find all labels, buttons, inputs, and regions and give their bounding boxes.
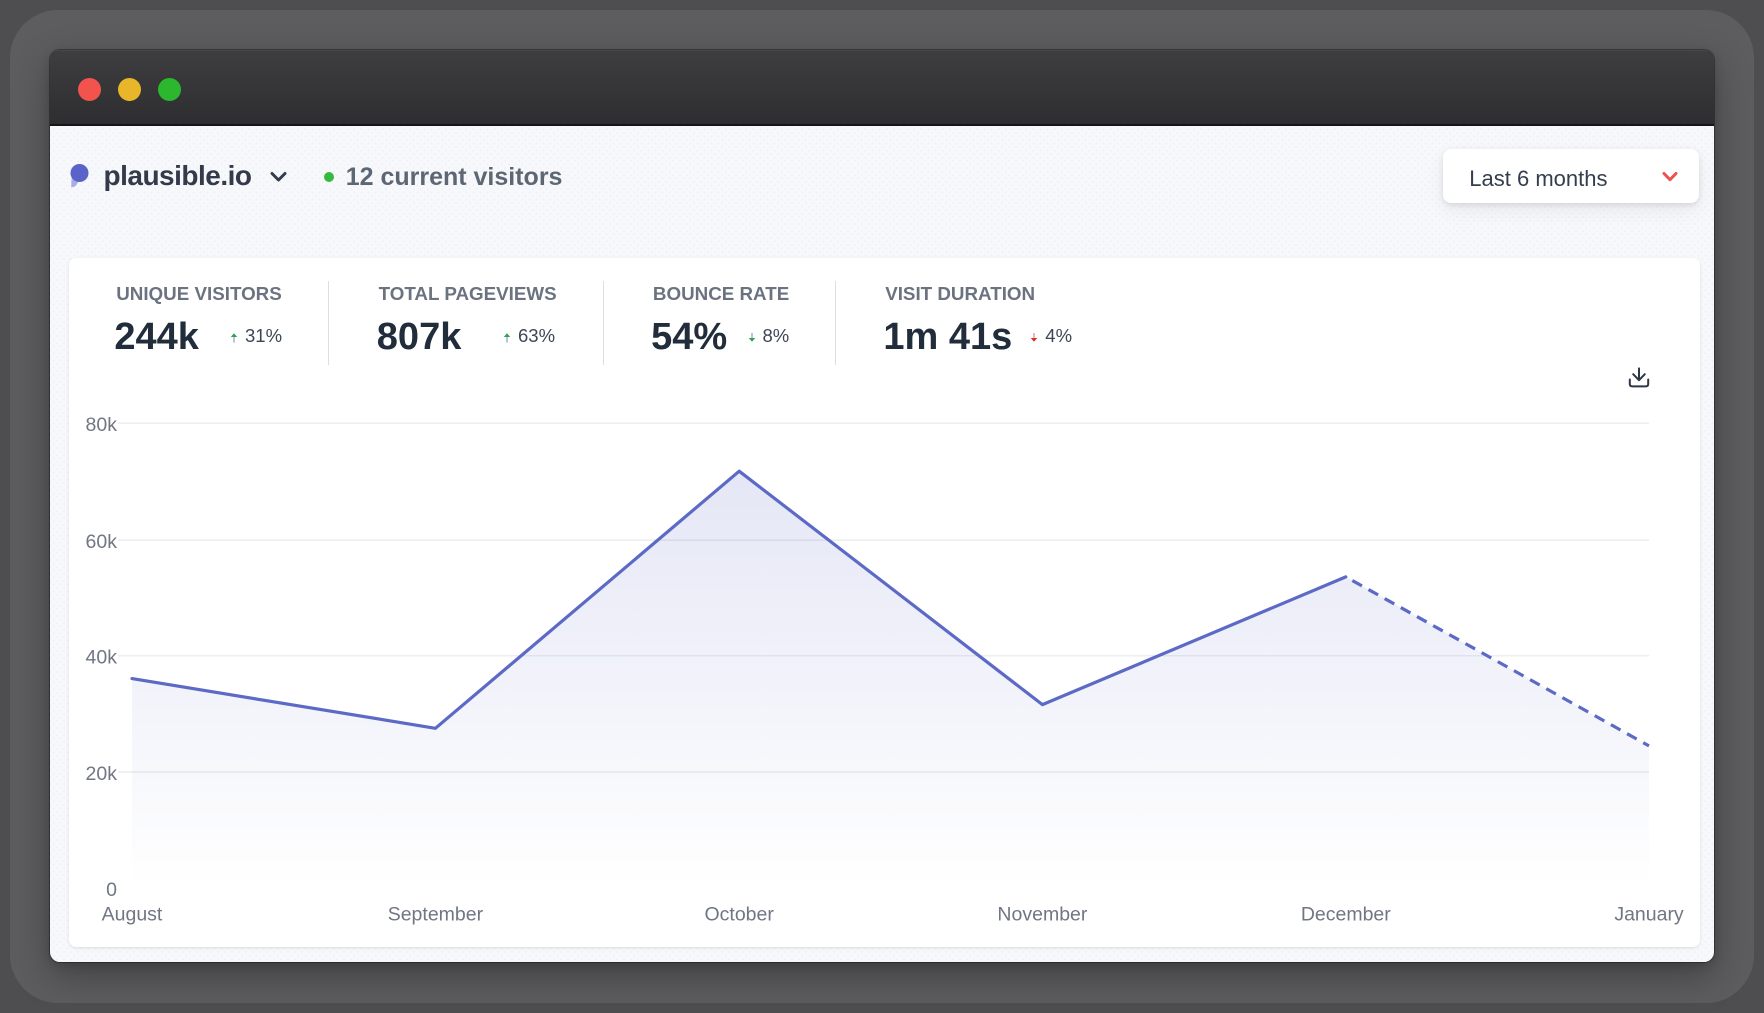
svg-text:0: 0 — [106, 879, 117, 901]
svg-text:September: September — [388, 903, 484, 925]
svg-text:November: November — [997, 903, 1087, 925]
svg-text:December: December — [1301, 903, 1391, 925]
svg-text:20k: 20k — [86, 762, 118, 784]
svg-text:40k: 40k — [86, 646, 118, 668]
svg-text:80k: 80k — [86, 414, 118, 436]
svg-text:October: October — [705, 903, 775, 925]
svg-text:August: August — [102, 903, 163, 925]
svg-text:January: January — [1614, 903, 1684, 925]
svg-text:60k: 60k — [86, 530, 118, 552]
